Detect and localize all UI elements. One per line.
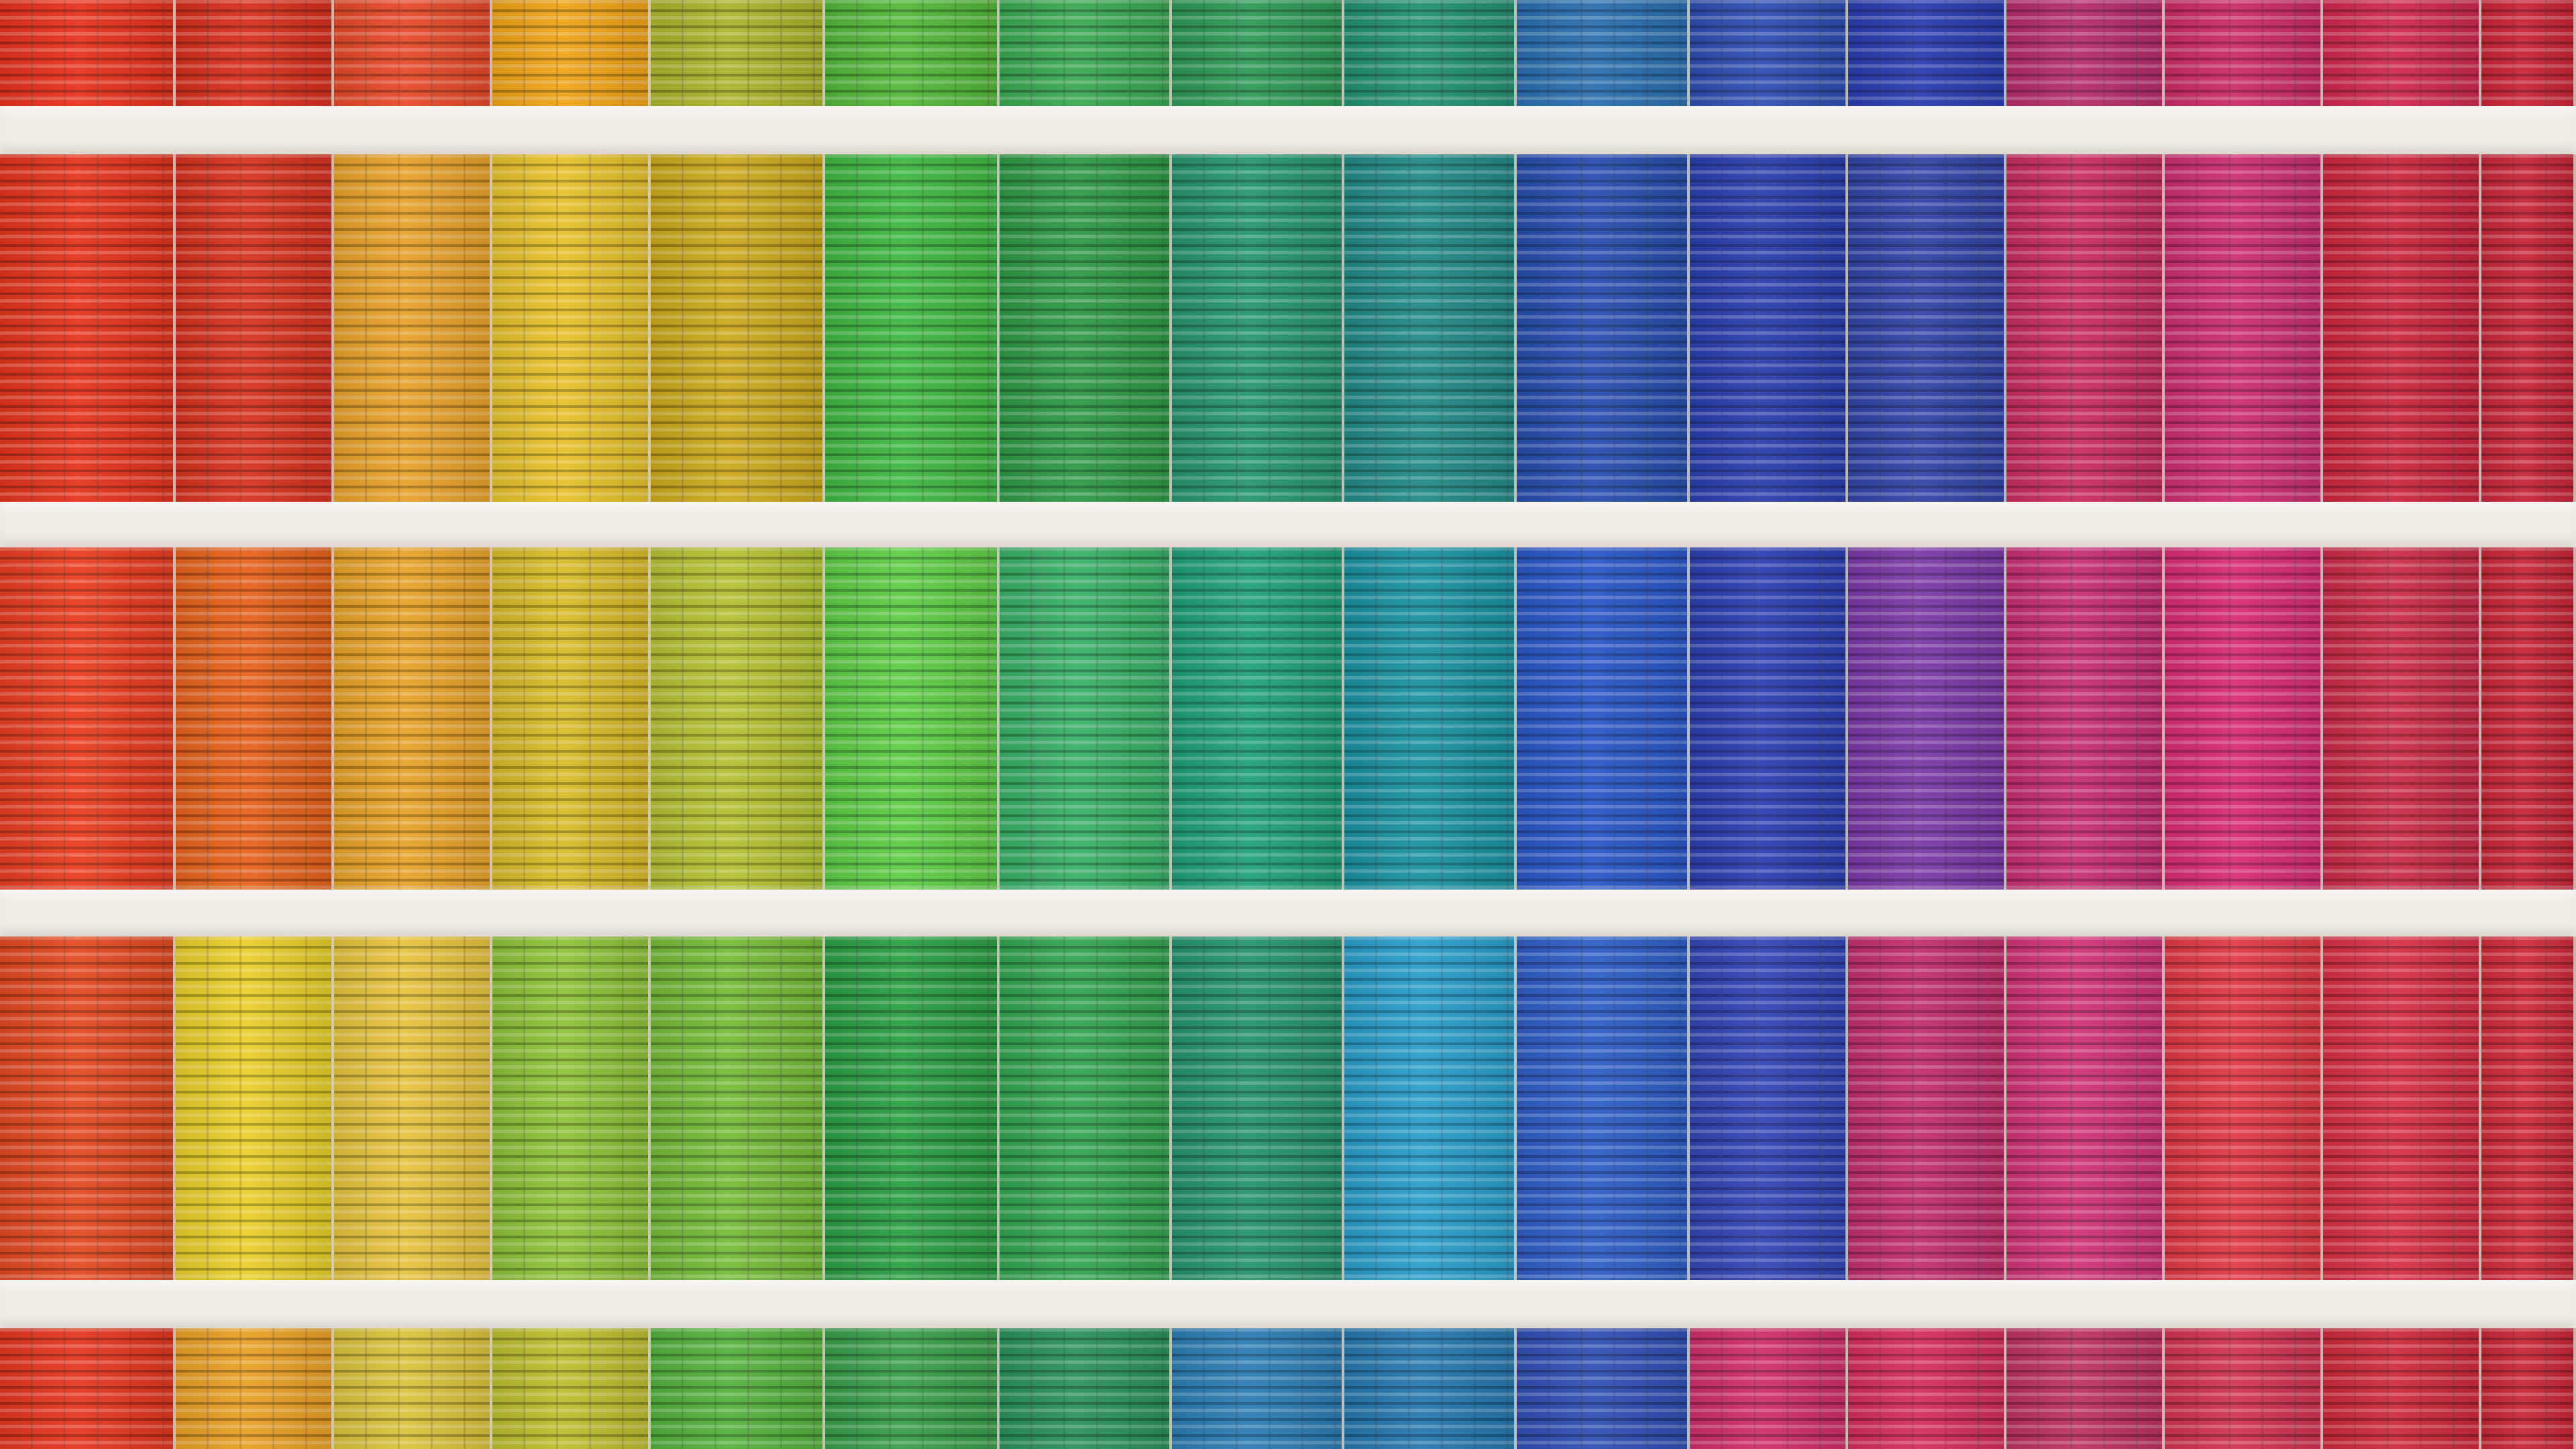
blind-panel (2165, 1328, 2323, 1449)
blind-panel (2006, 936, 2165, 1280)
blind-panel (2165, 547, 2323, 890)
blind-panel (1848, 547, 2006, 890)
blind-panel (2481, 547, 2576, 890)
blinds-row-1 (0, 0, 2576, 106)
concrete-band-3 (0, 502, 2576, 547)
blind-panel (2323, 0, 2481, 106)
blind-panel (1690, 154, 1848, 502)
blind-panel (1172, 154, 1344, 502)
blind-panel (492, 0, 651, 106)
blind-panel (2165, 936, 2323, 1280)
blind-panel (2165, 0, 2323, 106)
blind-panel (1344, 936, 1517, 1280)
blind-panel (651, 547, 825, 890)
blind-panel (1344, 154, 1517, 502)
blind-panel (2006, 547, 2165, 890)
blind-panel (1172, 0, 1344, 106)
blind-panel (492, 1328, 651, 1449)
blind-panel (1517, 1328, 1690, 1449)
blind-panel (825, 936, 1000, 1280)
concrete-band-4 (0, 890, 2576, 936)
blind-panel (334, 154, 492, 502)
blind-panel (176, 936, 334, 1280)
blind-panel (176, 1328, 334, 1449)
blind-panel (651, 0, 825, 106)
blind-panel (1172, 936, 1344, 1280)
blinds-row-4 (0, 936, 2576, 1280)
blind-panel (825, 154, 1000, 502)
blind-panel (1690, 936, 1848, 1280)
blind-panel (334, 936, 492, 1280)
blind-panel (1000, 936, 1172, 1280)
blind-panel (2165, 154, 2323, 502)
blind-panel (2481, 1328, 2576, 1449)
blind-panel (492, 936, 651, 1280)
blind-panel (2323, 154, 2481, 502)
blind-panel (0, 936, 176, 1280)
blind-panel (492, 154, 651, 502)
concrete-band-5 (0, 1280, 2576, 1328)
blind-panel (1848, 1328, 2006, 1449)
blind-panel (825, 1328, 1000, 1449)
blind-panel (2323, 1328, 2481, 1449)
blind-panel (0, 1328, 176, 1449)
blind-panel (1000, 0, 1172, 106)
blind-panel (1517, 0, 1690, 106)
blind-panel (334, 0, 492, 106)
blind-panel (2323, 547, 2481, 890)
blind-panel (1690, 1328, 1848, 1449)
blind-panel (1848, 936, 2006, 1280)
blind-panel (1172, 1328, 1344, 1449)
blind-panel (176, 0, 334, 106)
blind-panel (825, 0, 1000, 106)
blind-panel (1344, 0, 1517, 106)
blind-panel (1344, 547, 1517, 890)
blind-panel (176, 154, 334, 502)
blind-panel (2006, 1328, 2165, 1449)
blind-panel (651, 936, 825, 1280)
blind-panel (1344, 1328, 1517, 1449)
blind-panel (651, 1328, 825, 1449)
blind-panel (2481, 0, 2576, 106)
blind-panel (1690, 547, 1848, 890)
blind-panel (334, 1328, 492, 1449)
blind-panel (1848, 154, 2006, 502)
blind-panel (492, 547, 651, 890)
blind-panel (1517, 547, 1690, 890)
concrete-band-2 (0, 106, 2576, 154)
blind-panel (0, 0, 176, 106)
blind-panel (1517, 154, 1690, 502)
blind-panel (0, 154, 176, 502)
blind-panel (2323, 936, 2481, 1280)
blind-panel (0, 547, 176, 890)
blinds-row-2 (0, 154, 2576, 502)
blind-panel (1000, 547, 1172, 890)
blind-panel (1848, 0, 2006, 106)
blinds-row-5 (0, 1328, 2576, 1449)
blind-panel (825, 547, 1000, 890)
blind-panel (2481, 936, 2576, 1280)
blind-panel (1517, 936, 1690, 1280)
blind-panel (2006, 0, 2165, 106)
blind-panel (176, 547, 334, 890)
blind-panel (1690, 0, 1848, 106)
blind-panel (2481, 154, 2576, 502)
blind-panel (651, 154, 825, 502)
blinds-row-3 (0, 547, 2576, 890)
blind-panel (334, 547, 492, 890)
blind-panel (2006, 154, 2165, 502)
blind-panel (1000, 1328, 1172, 1449)
blind-panel (1172, 547, 1344, 890)
blind-panel (1000, 154, 1172, 502)
